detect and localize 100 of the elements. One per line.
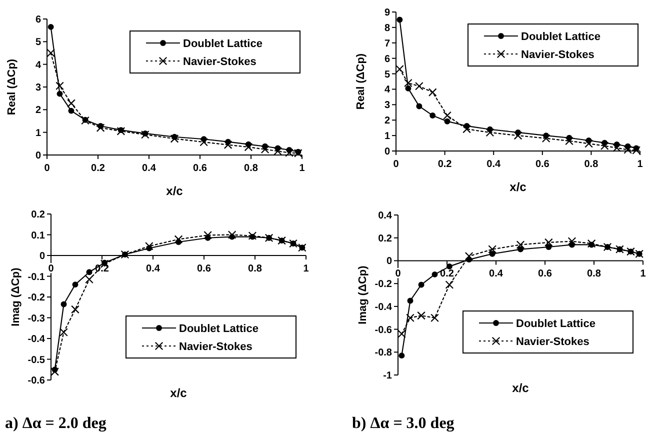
x-tick-label: 0.6 [193,163,208,174]
point [488,245,496,254]
x-axis-title: x/c [510,180,527,194]
point [565,136,574,146]
y-tick-label: 0 [386,256,392,268]
y-axis-title: Real (ΔCp) [6,58,18,116]
point [50,368,59,376]
point [516,240,525,249]
y-tick-label: -0.8 [374,348,392,359]
legend-label: Doublet Lattice [183,38,262,50]
point [464,252,474,260]
y-tick-label: 0.2 [31,210,46,220]
point [432,271,438,278]
point [446,263,452,270]
point [67,99,76,108]
point [224,140,232,149]
y-tick-label: -0.3 [28,313,46,324]
y-tick-label: 9 [384,8,390,18]
point [96,124,105,132]
y-tick-label: 8 [384,22,390,34]
y-tick-label: 0 [35,150,42,162]
point [244,142,253,152]
point [600,142,609,150]
legend-label: Doublet Lattice [521,30,600,43]
x-tick-label: 1 [299,163,306,174]
point [72,282,78,288]
point [404,78,412,88]
y-tick-label: -0.2 [374,279,392,290]
x-tick-label: 0.8 [587,268,602,280]
point [415,82,424,90]
y-tick-label: -0.6 [374,324,392,336]
y-tick-label: 4 [35,60,42,71]
point [417,311,426,320]
x-axis-title: x/c [512,381,530,395]
y-tick-label: 5 [35,37,42,48]
point [542,134,550,143]
y-tick-label: 6 [384,54,390,65]
x-tick-label: 1 [640,268,646,280]
point [489,250,496,257]
y-axis-title: Imag (ΔCp) [357,265,369,324]
x-tick-label: 0.2 [440,268,454,280]
y-tick-label: -0.2 [28,292,46,304]
point [405,85,412,92]
x-axis-title: x/c [170,386,188,400]
point [445,280,454,289]
legend-label: Doublet Lattice [179,322,258,335]
point [141,130,150,139]
point [430,112,436,118]
y-tick-label: 2 [35,105,42,116]
point [60,301,67,308]
x-tick-label: 0.6 [535,159,550,170]
point [48,24,54,30]
point [406,314,414,322]
x-tick-label: 0 [393,159,400,170]
y-tick-label: 5 [384,69,390,80]
point [518,246,524,252]
point [514,131,522,140]
point [443,111,452,120]
point [56,90,63,97]
y-tick-label: -0.5 [28,354,46,366]
y-tick-label: 4 [384,84,390,96]
x-tick-label: 0.4 [146,264,160,274]
y-tick-label: 1 [384,131,390,142]
y-tick-label: -0.1 [28,272,46,283]
point [85,275,94,284]
x-tick-label: 0.4 [489,268,504,280]
legend-label: Navier-Stokes [183,56,256,68]
y-tick-label: -0.6 [28,376,46,386]
x-tick-label: 0.6 [538,268,552,280]
text: b) Δα = 3.0 deg [352,415,454,432]
point [46,48,55,58]
y-axis-title: Imag (ΔCp) [10,267,22,326]
text: a) Δα = 2.0 deg [5,415,106,432]
y-tick-label: 1 [35,128,42,139]
x-tick-label: 1 [303,264,310,274]
point [418,282,424,288]
x-tick-label: 0.6 [197,264,212,274]
point [462,124,471,134]
point [170,134,179,143]
y-tick-label: 0.2 [378,233,392,244]
point [200,138,208,146]
point [60,328,68,336]
x-axis-title: x/c [166,184,184,198]
x-tick-label: 0.4 [142,163,156,174]
x-tick-label: 0.2 [438,159,452,170]
point [568,237,576,246]
point [444,118,450,124]
point [71,305,80,314]
point [407,298,414,304]
point [204,230,212,240]
y-tick-label: 3 [384,100,390,112]
point [56,82,64,90]
y-tick-label: 0 [39,251,46,262]
x-tick-label: 0.8 [584,159,599,170]
x-tick-label: 0.8 [248,264,262,274]
point [398,352,405,359]
y-tick-label: 0.4 [378,210,392,222]
x-tick-label: 0.4 [486,159,501,170]
x-tick-label: 0.8 [244,163,258,174]
point [396,16,403,23]
